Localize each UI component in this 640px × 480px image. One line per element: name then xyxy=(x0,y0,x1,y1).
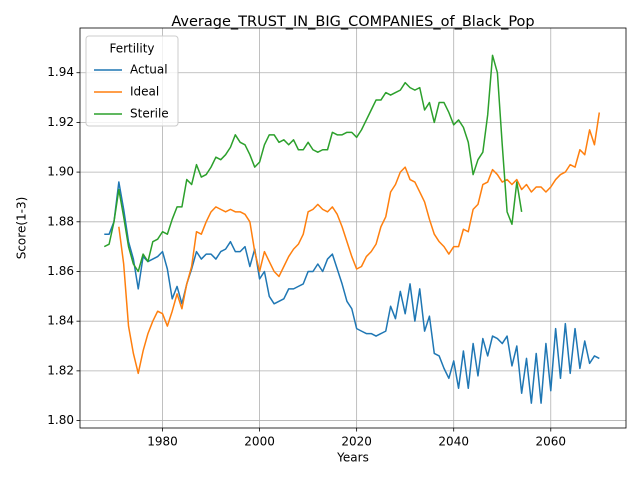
legend-label: Sterile xyxy=(130,107,169,121)
y-tick-label: 1.86 xyxy=(47,264,74,278)
x-tick-label: 2000 xyxy=(244,435,275,449)
x-tick-label: 2040 xyxy=(438,435,469,449)
chart-title: Average_TRUST_IN_BIG_COMPANIES_of_Black_… xyxy=(171,14,534,30)
legend-title: Fertility xyxy=(109,42,154,56)
x-tick-label: 1980 xyxy=(147,435,178,449)
line-series xyxy=(103,54,523,273)
plot-frame xyxy=(79,27,627,429)
y-tick-label: 1.92 xyxy=(47,115,74,129)
legend-box xyxy=(85,35,179,127)
y-tick-label: 1.82 xyxy=(47,363,74,377)
line-series xyxy=(118,112,601,375)
y-tick-label: 1.88 xyxy=(47,214,74,228)
x-tick-label: 2020 xyxy=(341,435,372,449)
x-axis-label: Years xyxy=(336,451,369,465)
y-tick-label: 1.94 xyxy=(47,65,74,79)
y-tick-label: 1.80 xyxy=(47,413,74,427)
legend-label: Ideal xyxy=(130,85,159,99)
y-tick-label: 1.90 xyxy=(47,165,74,179)
y-tick-label: 1.84 xyxy=(47,314,74,328)
x-tick-label: 2060 xyxy=(535,435,566,449)
y-axis-label: Score(1-3) xyxy=(15,197,29,260)
legend-label: Actual xyxy=(130,63,168,77)
legend: Fertility Actual Ideal Sterile xyxy=(85,35,179,127)
